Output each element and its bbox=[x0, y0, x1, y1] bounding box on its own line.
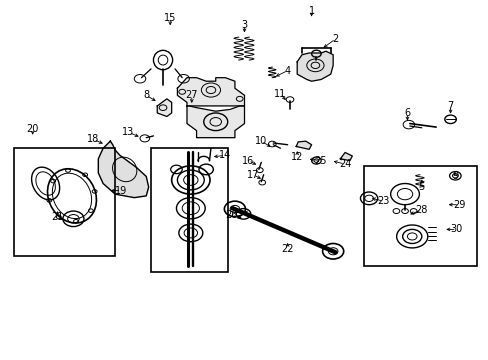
Polygon shape bbox=[186, 106, 244, 138]
Text: 18: 18 bbox=[87, 134, 100, 144]
Text: 27: 27 bbox=[185, 90, 198, 100]
Text: 11: 11 bbox=[274, 89, 286, 99]
Text: 6: 6 bbox=[404, 108, 409, 118]
Text: 3: 3 bbox=[241, 20, 247, 30]
Polygon shape bbox=[177, 78, 244, 106]
Polygon shape bbox=[296, 141, 311, 149]
Text: 12: 12 bbox=[290, 152, 303, 162]
Text: 16: 16 bbox=[242, 156, 254, 166]
Bar bbox=[364, 166, 476, 266]
Text: 23: 23 bbox=[377, 196, 389, 206]
Polygon shape bbox=[297, 51, 332, 81]
Text: 1: 1 bbox=[308, 6, 314, 15]
Text: 17: 17 bbox=[246, 170, 259, 180]
Text: 7: 7 bbox=[447, 101, 453, 111]
Text: 26: 26 bbox=[225, 210, 237, 220]
Text: 25: 25 bbox=[313, 156, 326, 166]
Text: 20: 20 bbox=[26, 124, 39, 134]
Text: 30: 30 bbox=[450, 224, 462, 234]
Text: 9: 9 bbox=[451, 171, 457, 181]
Text: 10: 10 bbox=[255, 136, 267, 146]
Text: 5: 5 bbox=[418, 182, 424, 192]
Text: 24: 24 bbox=[338, 159, 350, 169]
Text: 14: 14 bbox=[219, 150, 231, 160]
Text: 15: 15 bbox=[163, 13, 176, 23]
Polygon shape bbox=[98, 141, 148, 198]
Text: 19: 19 bbox=[115, 186, 127, 195]
Bar bbox=[14, 148, 115, 256]
Text: 4: 4 bbox=[284, 66, 290, 76]
Text: 21: 21 bbox=[51, 212, 63, 222]
Text: 2: 2 bbox=[332, 34, 338, 44]
Bar bbox=[151, 148, 227, 272]
Polygon shape bbox=[340, 153, 351, 161]
Text: 29: 29 bbox=[452, 200, 465, 210]
Text: 22: 22 bbox=[281, 244, 293, 254]
Polygon shape bbox=[157, 99, 171, 117]
Text: 28: 28 bbox=[415, 205, 427, 215]
Text: 13: 13 bbox=[122, 127, 134, 138]
Text: 8: 8 bbox=[143, 90, 149, 100]
